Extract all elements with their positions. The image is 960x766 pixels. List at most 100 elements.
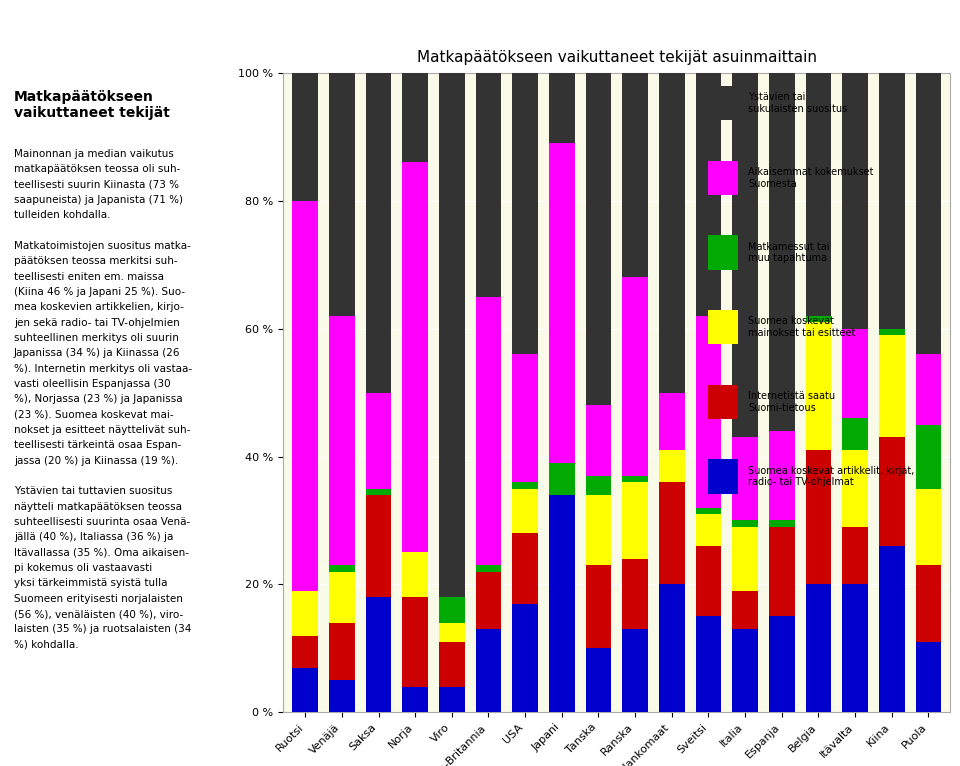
Bar	[513, 354, 538, 482]
Bar	[549, 143, 575, 463]
Text: laisten (35 %) ja ruotsalaisten (34: laisten (35 %) ja ruotsalaisten (34	[13, 624, 191, 634]
Bar	[293, 73, 318, 201]
Bar	[293, 668, 318, 712]
Bar	[586, 495, 612, 565]
Bar	[879, 335, 904, 437]
Bar	[879, 546, 904, 712]
Bar	[622, 629, 648, 712]
Bar	[659, 73, 684, 392]
Bar	[549, 495, 575, 712]
Bar	[916, 73, 941, 354]
Bar	[402, 687, 428, 712]
Text: saapuneista) ja Japanista (71 %): saapuneista) ja Japanista (71 %)	[13, 195, 182, 205]
Title: Matkapäätökseen vaikuttaneet tekijät asuinmaittain: Matkapäätökseen vaikuttaneet tekijät asu…	[417, 50, 817, 64]
Text: tulleiden kohdalla.: tulleiden kohdalla.	[13, 211, 110, 221]
Bar	[293, 591, 318, 636]
Text: Suomea koskevat
mainokset tai esitteet: Suomea koskevat mainokset tai esitteet	[748, 316, 855, 338]
Text: Japanissa (34 %) ja Kiinassa (26: Japanissa (34 %) ja Kiinassa (26	[13, 349, 180, 358]
Bar	[513, 604, 538, 712]
Text: suhteellinen merkitys oli suurin: suhteellinen merkitys oli suurin	[13, 333, 179, 343]
Bar	[329, 73, 354, 316]
Text: näytteli matkapäätöksen teossa: näytteli matkapäätöksen teossa	[13, 502, 181, 512]
Text: Mainonnan ja median vaikutus: Mainonnan ja median vaikutus	[13, 149, 174, 159]
Text: Itävallassa (35 %). Oma aikaisen-: Itävallassa (35 %). Oma aikaisen-	[13, 548, 189, 558]
Text: Internetistä saatu
Suomi-tietous: Internetistä saatu Suomi-tietous	[748, 391, 835, 413]
Bar	[439, 642, 465, 687]
Bar	[696, 514, 721, 546]
Bar	[549, 73, 575, 143]
Bar	[916, 642, 941, 712]
Bar	[622, 482, 648, 559]
Bar	[622, 277, 648, 476]
Bar	[732, 73, 758, 437]
Bar	[659, 584, 684, 712]
Bar	[475, 571, 501, 629]
Bar	[696, 617, 721, 712]
Bar	[586, 648, 612, 712]
Bar	[732, 527, 758, 591]
Text: mea koskevien artikkelien, kirjo-: mea koskevien artikkelien, kirjo-	[13, 303, 183, 313]
Text: (Kiina 46 % ja Japani 25 %). Suo-: (Kiina 46 % ja Japani 25 %). Suo-	[13, 287, 185, 297]
Bar	[805, 322, 831, 450]
Bar	[329, 316, 354, 565]
Bar	[622, 476, 648, 482]
Bar	[769, 521, 795, 527]
Text: pi kokemus oli vastaavasti: pi kokemus oli vastaavasti	[13, 563, 152, 573]
Bar	[586, 476, 612, 495]
Bar	[439, 623, 465, 642]
Bar	[329, 571, 354, 623]
Bar	[732, 521, 758, 527]
Bar	[769, 617, 795, 712]
Bar	[439, 73, 465, 597]
Bar	[366, 489, 392, 495]
Bar	[879, 73, 904, 329]
Text: nokset ja esitteet näyttelivät suh-: nokset ja esitteet näyttelivät suh-	[13, 425, 190, 435]
Text: YHTEENVETO / kesä 2006: YHTEENVETO / kesä 2006	[14, 24, 270, 41]
Bar	[842, 418, 868, 450]
Text: Suomeen erityisesti norjalaisten: Suomeen erityisesti norjalaisten	[13, 594, 182, 604]
Bar	[805, 450, 831, 584]
Bar	[842, 329, 868, 418]
Bar	[622, 73, 648, 277]
Bar	[439, 597, 465, 623]
Bar	[402, 597, 428, 687]
Text: matkapäätöksen teossa oli suh-: matkapäätöksen teossa oli suh-	[13, 165, 180, 175]
Bar	[659, 482, 684, 584]
Bar	[659, 450, 684, 482]
Bar	[805, 316, 831, 322]
Bar	[366, 597, 392, 712]
Bar	[402, 162, 428, 552]
Bar	[696, 546, 721, 617]
FancyBboxPatch shape	[708, 460, 738, 493]
Text: (23 %). Suomea koskevat mai-: (23 %). Suomea koskevat mai-	[13, 410, 174, 420]
Text: jällä (40 %), Italiassa (36 %) ja: jällä (40 %), Italiassa (36 %) ja	[13, 532, 173, 542]
Text: %), Norjassa (23 %) ja Japanissa: %), Norjassa (23 %) ja Japanissa	[13, 394, 182, 404]
Bar	[402, 73, 428, 162]
Text: Aikaisemmat kokemukset
Suomesta: Aikaisemmat kokemukset Suomesta	[748, 167, 874, 188]
Bar	[879, 329, 904, 335]
Bar	[916, 424, 941, 489]
Bar	[622, 559, 648, 629]
Text: Ystävien tai tuttavien suositus: Ystävien tai tuttavien suositus	[13, 486, 172, 496]
Text: %). Internetin merkitys oli vastaa-: %). Internetin merkitys oli vastaa-	[13, 364, 192, 374]
Bar	[475, 565, 501, 571]
Bar	[586, 405, 612, 476]
Bar	[329, 565, 354, 571]
Bar	[916, 354, 941, 424]
Bar	[475, 296, 501, 565]
Bar	[916, 565, 941, 642]
Bar	[513, 489, 538, 533]
Text: jassa (20 %) ja Kiinassa (19 %).: jassa (20 %) ja Kiinassa (19 %).	[13, 456, 178, 466]
Bar	[475, 73, 501, 296]
FancyBboxPatch shape	[708, 235, 738, 270]
Text: Ystävien tai
sukulaisten suositus: Ystävien tai sukulaisten suositus	[748, 93, 848, 114]
Text: Matkapäätökseen
vaikuttaneet tekijät: Matkapäätökseen vaikuttaneet tekijät	[13, 90, 170, 120]
Bar	[513, 533, 538, 604]
Text: suhteellisesti suurinta osaa Venä-: suhteellisesti suurinta osaa Venä-	[13, 517, 190, 527]
Bar	[805, 73, 831, 316]
Bar	[696, 316, 721, 508]
Bar	[293, 636, 318, 668]
Bar	[769, 527, 795, 617]
Bar	[586, 565, 612, 648]
Bar	[805, 584, 831, 712]
